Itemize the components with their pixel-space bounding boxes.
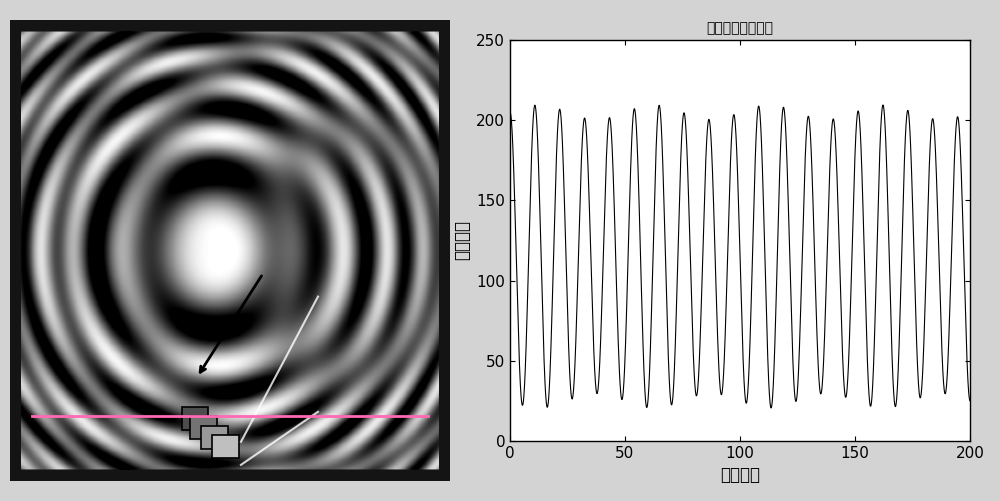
Bar — [212, 435, 239, 458]
Bar — [182, 407, 208, 430]
Bar — [201, 426, 228, 449]
Y-axis label: 测量灰度: 测量灰度 — [453, 220, 471, 261]
Title: 中心点时间线数据: 中心点时间线数据 — [706, 21, 774, 35]
X-axis label: 采样时间: 采样时间 — [720, 466, 760, 484]
Bar — [190, 416, 217, 439]
